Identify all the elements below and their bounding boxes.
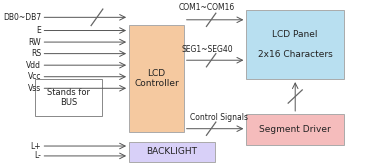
Text: Stands for
BUS: Stands for BUS <box>47 88 90 107</box>
Text: Vdd: Vdd <box>26 61 41 70</box>
Text: Vss: Vss <box>28 84 41 93</box>
Text: RW: RW <box>29 38 41 47</box>
Text: BACKLIGHT: BACKLIGHT <box>147 147 197 156</box>
Text: Segment Driver: Segment Driver <box>259 125 331 134</box>
Text: LCD Panel

2x16 Characters: LCD Panel 2x16 Characters <box>258 30 333 59</box>
Text: Vcc: Vcc <box>27 72 41 81</box>
Text: Control Signals: Control Signals <box>190 113 248 122</box>
Text: COM1~COM16: COM1~COM16 <box>179 2 235 12</box>
Text: L+: L+ <box>30 142 41 150</box>
Text: LCD
Controller: LCD Controller <box>134 69 179 88</box>
Text: SEG1~SEG40: SEG1~SEG40 <box>181 45 233 54</box>
Text: L-: L- <box>34 151 41 160</box>
Text: RS: RS <box>31 49 41 58</box>
FancyBboxPatch shape <box>129 25 184 132</box>
FancyBboxPatch shape <box>246 10 344 79</box>
Text: DB0~DB7: DB0~DB7 <box>3 13 41 22</box>
FancyBboxPatch shape <box>35 79 102 116</box>
Text: E: E <box>36 26 41 35</box>
FancyBboxPatch shape <box>129 142 215 162</box>
FancyBboxPatch shape <box>246 114 344 145</box>
